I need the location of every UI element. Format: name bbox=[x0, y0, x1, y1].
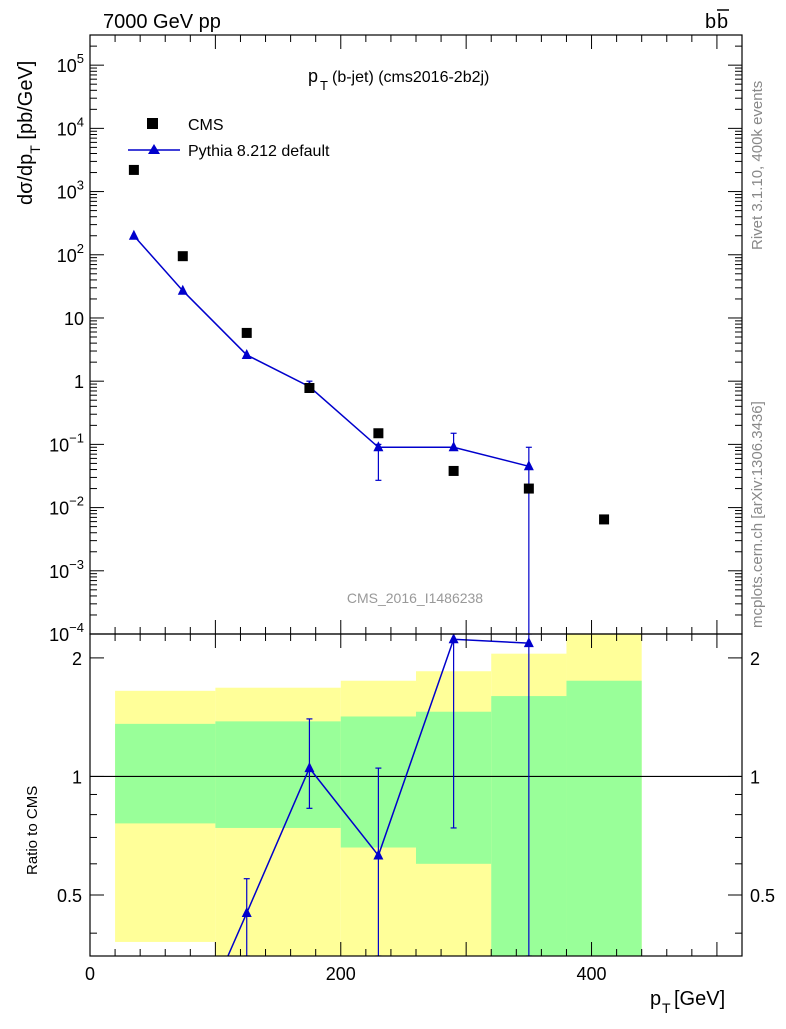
ytick-ratio-label-right-2: 2 bbox=[750, 649, 760, 669]
main-ylabel: dσ/dpT [pb/GeV] bbox=[15, 61, 43, 205]
watermark: CMS_2016_I1486238 bbox=[347, 590, 483, 606]
x-axis-label: p T [GeV] bbox=[650, 988, 725, 1016]
ytick-main-exp-9: −4 bbox=[69, 620, 84, 635]
ytick-main-base-0: 10 bbox=[57, 56, 77, 76]
green-band-5 bbox=[566, 680, 642, 956]
legend-cms-label: CMS bbox=[188, 117, 224, 134]
plot-title: p T (b-jet) (cms2016-2b2j) bbox=[308, 66, 489, 93]
cms-point-5 bbox=[448, 465, 459, 476]
main-panel-data bbox=[128, 164, 691, 645]
ytick-main-label-2: 103 bbox=[57, 178, 84, 203]
ytick-main-label-5: 1 bbox=[74, 372, 84, 392]
ytick-main-label-6: 10−1 bbox=[49, 430, 84, 455]
cms-point-0 bbox=[128, 164, 139, 175]
cms-point-3 bbox=[304, 383, 315, 394]
ytick-main-base-1: 10 bbox=[57, 119, 77, 139]
ytick-main-label-3: 102 bbox=[57, 241, 84, 266]
xtick-label-1: 200 bbox=[326, 964, 356, 984]
cms-point-2 bbox=[241, 327, 252, 338]
ratio-pythia-point-3 bbox=[448, 634, 459, 644]
cms-point-1 bbox=[177, 251, 188, 262]
ytick-ratio-label-right-1: 1 bbox=[750, 767, 760, 787]
pythia-point-2 bbox=[241, 348, 252, 359]
pythia-point-6 bbox=[523, 460, 534, 471]
ytick-main-base-9: 10 bbox=[49, 625, 69, 645]
ratio-panel-data bbox=[90, 634, 742, 956]
ytick-main-exp-0: 5 bbox=[77, 51, 84, 66]
xlabel-rest: [GeV] bbox=[674, 988, 725, 1010]
pythia-point-1 bbox=[177, 284, 188, 295]
process-bbar: b bbox=[717, 11, 728, 33]
pythia-line bbox=[133, 235, 530, 468]
ytick-main-label-1: 104 bbox=[57, 114, 84, 139]
axes-layer: 0 200 40010510410310210110−110−210−310−40.… bbox=[49, 34, 775, 984]
ytick-main-base-7: 10 bbox=[49, 499, 69, 519]
ratio-pythia-point-1 bbox=[304, 762, 315, 773]
pythia-point-5 bbox=[448, 441, 459, 452]
ytick-main-exp-2: 3 bbox=[77, 178, 84, 193]
title-rest: (b-jet) (cms2016-2b2j) bbox=[332, 69, 489, 86]
ratio-ylabel: Ratio to CMS bbox=[24, 786, 41, 875]
ytick-main-label-8: 10−3 bbox=[49, 557, 84, 582]
pythia-point-4 bbox=[373, 441, 384, 452]
process-label: b b bbox=[705, 9, 729, 33]
xtick-label-2: 400 bbox=[577, 964, 607, 984]
ratio-pythia-point-0 bbox=[241, 907, 252, 918]
ytick-main-base-8: 10 bbox=[49, 562, 69, 582]
legend-pythia-marker bbox=[148, 144, 160, 154]
process-b: b bbox=[705, 11, 716, 33]
ytick-ratio-label-right-0: 0.5 bbox=[750, 886, 775, 906]
xlabel-sub: T bbox=[662, 1000, 671, 1016]
svg-text:dσ/dpT [pb/GeV]: dσ/dpT [pb/GeV] bbox=[15, 61, 43, 205]
ytick-main-exp-3: 2 bbox=[77, 241, 84, 256]
ytick-ratio-label-left-0: 0.5 bbox=[57, 886, 82, 906]
rivet-label: Rivet 3.1.10, 400k events bbox=[749, 81, 766, 250]
ratio-pythia-point-2 bbox=[373, 849, 384, 860]
main-ylabel-part1: dσ/dp bbox=[15, 154, 37, 205]
title-p: p bbox=[308, 66, 318, 86]
legend-pythia-label: Pythia 8.212 default bbox=[188, 143, 330, 160]
ytick-main-base-2: 10 bbox=[57, 183, 77, 203]
cms-point-8 bbox=[681, 635, 691, 645]
ytick-main-label-0: 105 bbox=[57, 51, 84, 76]
energy-label: 7000 GeV pp bbox=[103, 11, 221, 33]
ytick-main-label-7: 10−2 bbox=[49, 494, 84, 519]
mcplots-label: mcplots.cern.ch [arXiv:1306.3436] bbox=[749, 401, 766, 628]
ytick-main-base-6: 10 bbox=[49, 435, 69, 455]
ytick-main-label-4: 10 bbox=[64, 309, 84, 329]
legend: CMS Pythia 8.212 default bbox=[128, 117, 330, 160]
title-sub: T bbox=[320, 78, 328, 93]
ytick-main-label-9: 10−4 bbox=[49, 620, 84, 645]
ytick-main-exp-7: −2 bbox=[69, 494, 84, 509]
green-band-0 bbox=[115, 723, 216, 824]
pythia-point-0 bbox=[128, 229, 139, 240]
main-ylabel-part2: [pb/GeV] bbox=[15, 61, 37, 146]
ytick-ratio-label-left-1: 1 bbox=[72, 767, 82, 787]
ytick-main-exp-8: −3 bbox=[69, 557, 84, 572]
ratio-pythia-point-4 bbox=[523, 637, 534, 648]
cms-point-6 bbox=[523, 483, 534, 494]
cms-point-7 bbox=[599, 514, 610, 525]
xtick-label-0: 0 bbox=[85, 964, 95, 984]
xlabel-main: p bbox=[650, 988, 661, 1010]
ytick-main-base-3: 10 bbox=[57, 246, 77, 266]
cms-point-4 bbox=[373, 428, 384, 439]
legend-cms-marker bbox=[147, 118, 158, 129]
ytick-main-exp-6: −1 bbox=[69, 430, 84, 445]
ytick-ratio-label-left-2: 2 bbox=[72, 649, 82, 669]
green-band-1 bbox=[215, 721, 341, 828]
ytick-main-exp-1: 4 bbox=[77, 114, 84, 129]
main-ylabel-sub: T bbox=[27, 145, 43, 154]
